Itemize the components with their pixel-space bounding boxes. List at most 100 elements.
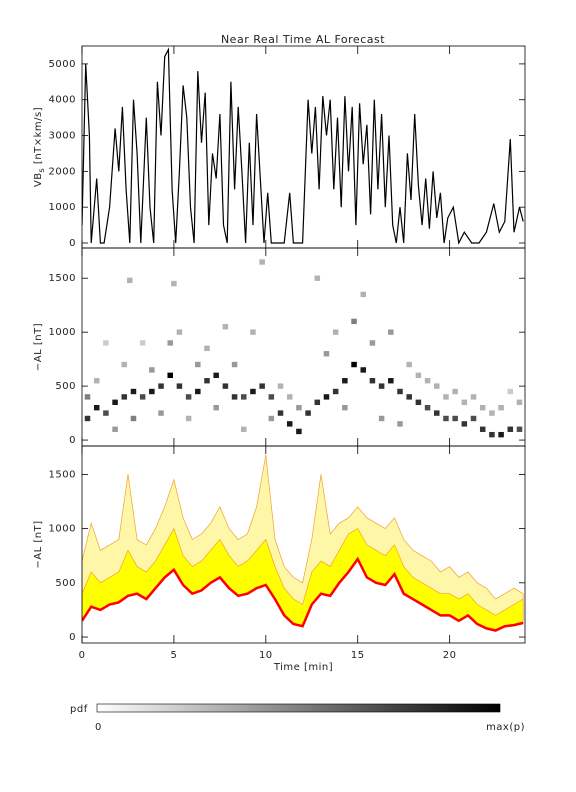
x-tick-label: 0 (79, 650, 86, 661)
pdf-cell (397, 421, 403, 427)
pdf-cell (351, 361, 357, 368)
pdf-cell (314, 399, 321, 405)
pdf-cell (351, 318, 357, 325)
pdf-cell (498, 431, 504, 438)
pdf-cell (415, 372, 422, 379)
pdf-cell (388, 378, 394, 384)
y-tick-label: 1000 (49, 524, 76, 535)
pdf-cell (489, 431, 495, 438)
y-axis-label: −AL [nT] (33, 323, 44, 371)
pdf-cell (369, 340, 376, 346)
x-tick-label: 20 (443, 650, 457, 661)
pdf-cell (332, 329, 339, 335)
pdf-cell (167, 340, 173, 346)
pdf-cell (250, 329, 256, 335)
y-tick-label: 1500 (49, 469, 76, 480)
y-tick-label: 3000 (49, 131, 76, 142)
pdf-cell (470, 394, 477, 400)
pdf-cell (176, 383, 183, 389)
colorbar-max: max(p) (486, 722, 525, 733)
pdf-cell (498, 404, 504, 411)
y-label-unit: [nT] (33, 323, 44, 349)
y-label-unit: [nT×km/s] (33, 107, 44, 168)
pdf-cell (378, 415, 385, 422)
pdf-cell (305, 410, 311, 416)
y-label-unit: [nT] (33, 520, 44, 546)
pdf-cell (231, 394, 238, 400)
pdf-cell (121, 361, 128, 368)
plot-frame (81, 247, 526, 447)
colorbar (96, 703, 501, 713)
pdf-cell (84, 394, 91, 400)
y-axis-label: −AL [nT] (33, 520, 44, 568)
pdf-cell (167, 372, 173, 379)
colorbar-label: pdf (70, 704, 88, 715)
pdf-cell (360, 367, 366, 373)
pdf-cell (259, 383, 265, 389)
y-tick-label: 5000 (49, 59, 76, 70)
pdf-cell (323, 394, 330, 400)
pdf-cell (259, 259, 265, 265)
pdf-cell (93, 378, 100, 384)
pdf-cell (268, 415, 275, 422)
pdf-cell (443, 415, 449, 422)
pdf-cell (213, 404, 219, 411)
x-tick-label: 5 (170, 650, 177, 661)
pdf-cell (130, 415, 137, 422)
pdf-cell (84, 415, 91, 422)
y-label-main: −AL (33, 546, 44, 568)
y-tick-label: 1000 (49, 202, 76, 213)
pdf-cell (222, 383, 229, 389)
pdf-cell (434, 383, 440, 389)
pdf-cell (406, 361, 412, 368)
pdf-cell (360, 291, 366, 298)
pdf-cell (507, 388, 514, 395)
plot-frame (81, 445, 526, 644)
pdf-cell (195, 361, 201, 368)
pdf-cell (139, 340, 146, 346)
pdf-cell (268, 394, 275, 400)
pdf-cell (443, 394, 449, 400)
y-tick-label: 500 (55, 381, 76, 392)
pdf-cell (516, 399, 523, 405)
pdf-cell (241, 426, 247, 432)
pdf-cell (149, 388, 155, 395)
pdf-cell (185, 394, 192, 400)
x-tick-label: 10 (259, 650, 273, 661)
pdf-cell (139, 394, 146, 400)
vbs-line (82, 47, 524, 245)
pdf-cell (388, 329, 394, 335)
pdf-cell (406, 394, 412, 400)
pdf-cell (213, 372, 219, 379)
pdf-cell (277, 383, 284, 389)
pdf-cell (241, 394, 247, 400)
pdf-cell (121, 394, 128, 400)
pdf-cell (296, 404, 302, 411)
y-tick-label: 500 (55, 578, 76, 589)
pdf-cell (461, 421, 468, 427)
pdf-cell (185, 415, 192, 422)
y-tick-label: 0 (69, 435, 76, 446)
pdf-cell (452, 415, 458, 422)
pdf-cell (103, 410, 109, 416)
y-tick-label: 1000 (49, 327, 76, 338)
pdf-cell (342, 404, 348, 411)
chart-title: Near Real Time AL Forecast (221, 33, 385, 46)
pdf-cell (296, 428, 302, 435)
pdf-cell (489, 410, 495, 416)
pdf-cell (286, 421, 293, 427)
pdf-cell (452, 388, 458, 395)
pdf-cell (479, 404, 486, 411)
pdf-cell (149, 367, 155, 373)
pdf-cell (93, 404, 100, 411)
pdf-cell (516, 426, 523, 432)
pdf-cell (424, 378, 431, 384)
pdf-cell (314, 275, 321, 281)
y-tick-label: 2000 (49, 166, 76, 177)
y-tick-label: 4000 (49, 95, 76, 106)
pdf-cell (397, 388, 403, 395)
pdf-cell (323, 351, 330, 357)
pdf-cell (222, 324, 229, 330)
pdf-cell (434, 410, 440, 416)
pdf-cell (195, 388, 201, 395)
